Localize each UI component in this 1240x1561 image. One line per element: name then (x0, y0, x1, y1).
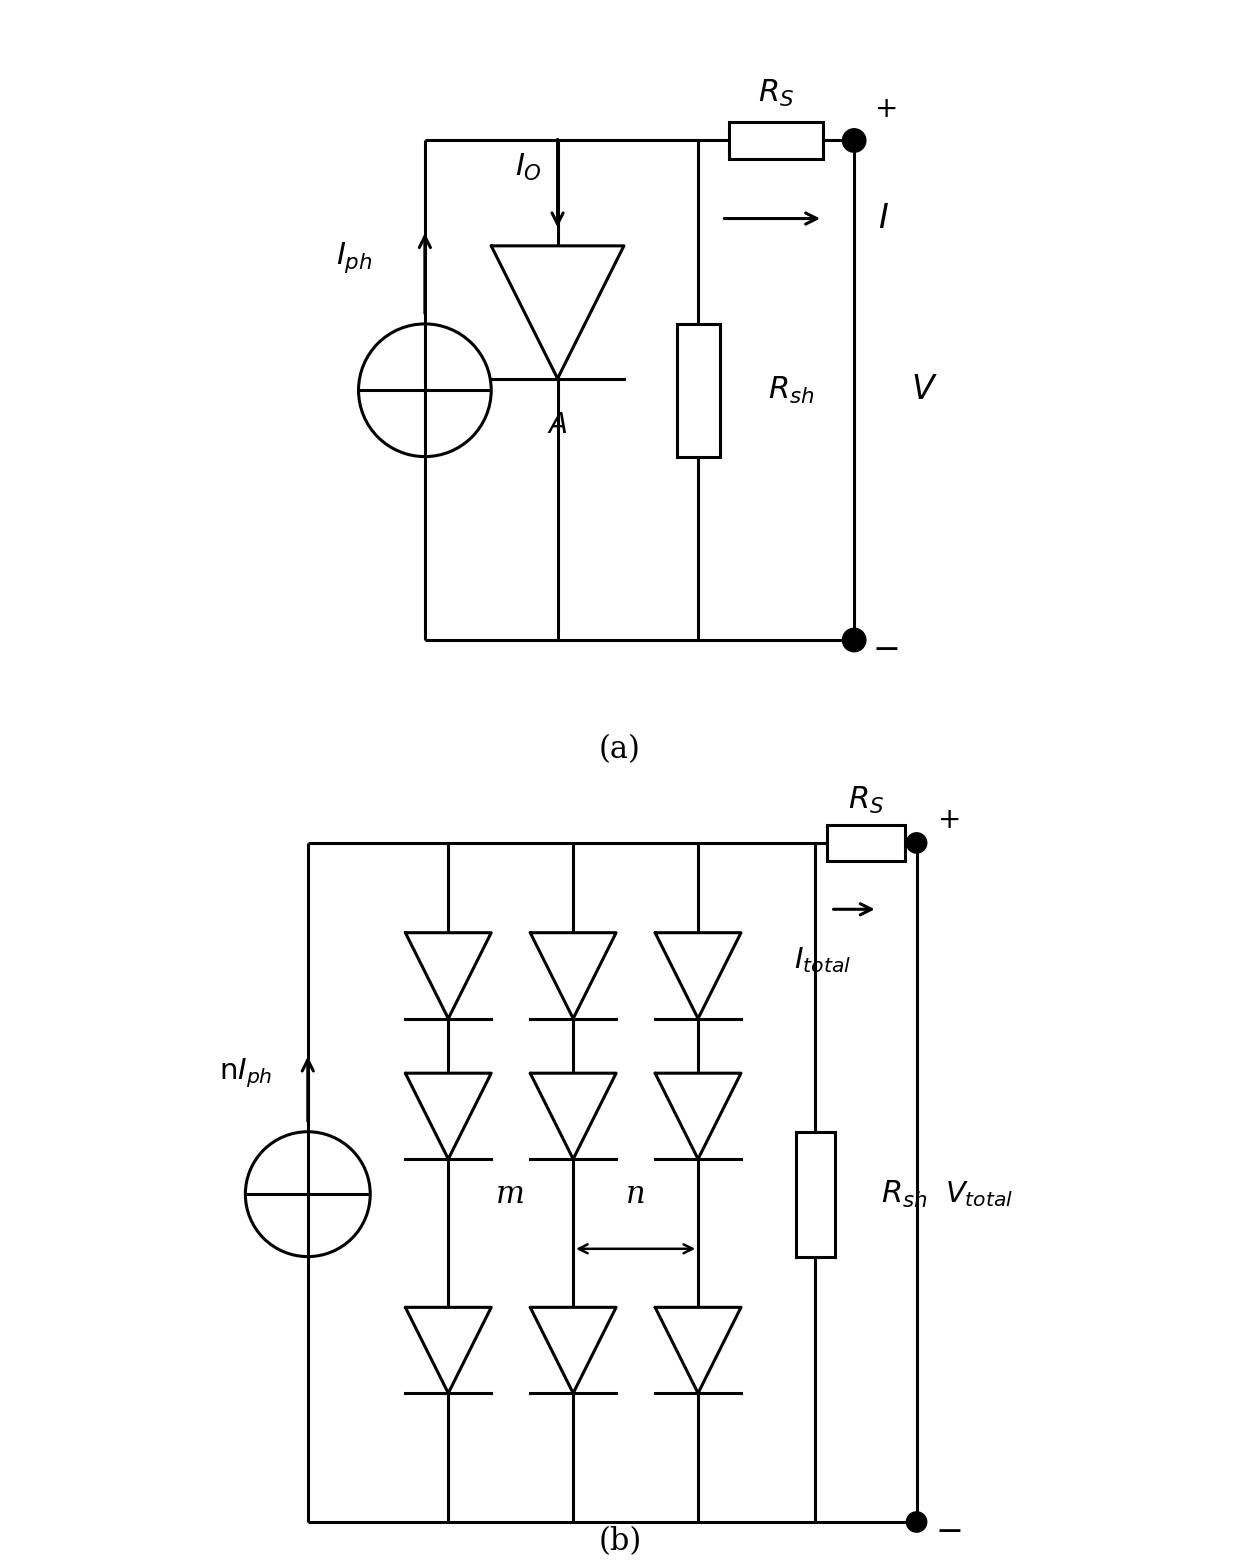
Polygon shape (491, 247, 624, 379)
Circle shape (842, 130, 866, 153)
Circle shape (906, 834, 926, 852)
Text: $V_{total}$: $V_{total}$ (945, 1179, 1013, 1210)
Polygon shape (531, 933, 616, 1019)
Text: m: m (496, 1179, 526, 1210)
Circle shape (842, 629, 866, 652)
Polygon shape (405, 1308, 491, 1392)
Polygon shape (405, 1074, 491, 1158)
Polygon shape (531, 1308, 616, 1392)
FancyBboxPatch shape (677, 325, 719, 456)
Text: $I$: $I$ (878, 203, 889, 234)
Polygon shape (655, 1074, 742, 1158)
Text: (b): (b) (599, 1527, 641, 1558)
Text: $R_{sh}$: $R_{sh}$ (769, 375, 815, 406)
Text: $+$: $+$ (874, 95, 897, 123)
Text: $+$: $+$ (936, 805, 959, 834)
Text: (a): (a) (599, 734, 641, 765)
FancyBboxPatch shape (729, 122, 823, 159)
Polygon shape (531, 1074, 616, 1158)
Text: n: n (626, 1179, 646, 1210)
Text: $R_{sh}$: $R_{sh}$ (882, 1179, 928, 1210)
Text: $-$: $-$ (872, 631, 899, 665)
FancyBboxPatch shape (827, 826, 905, 860)
Text: $R_S$: $R_S$ (848, 785, 884, 815)
Polygon shape (655, 1308, 742, 1392)
Text: $I_{ph}$: $I_{ph}$ (336, 240, 373, 275)
Text: $I_{total}$: $I_{total}$ (795, 944, 852, 976)
Polygon shape (655, 933, 742, 1019)
Text: $V$: $V$ (911, 375, 937, 406)
Text: $I_O$: $I_O$ (515, 153, 542, 183)
Circle shape (906, 1511, 926, 1533)
Text: $-$: $-$ (935, 1513, 961, 1547)
Text: $\mathrm{n}I_{ph}$: $\mathrm{n}I_{ph}$ (218, 1057, 272, 1090)
Text: $R_S$: $R_S$ (758, 78, 794, 109)
Polygon shape (405, 933, 491, 1019)
Text: $A$: $A$ (547, 412, 568, 439)
FancyBboxPatch shape (796, 1132, 835, 1257)
